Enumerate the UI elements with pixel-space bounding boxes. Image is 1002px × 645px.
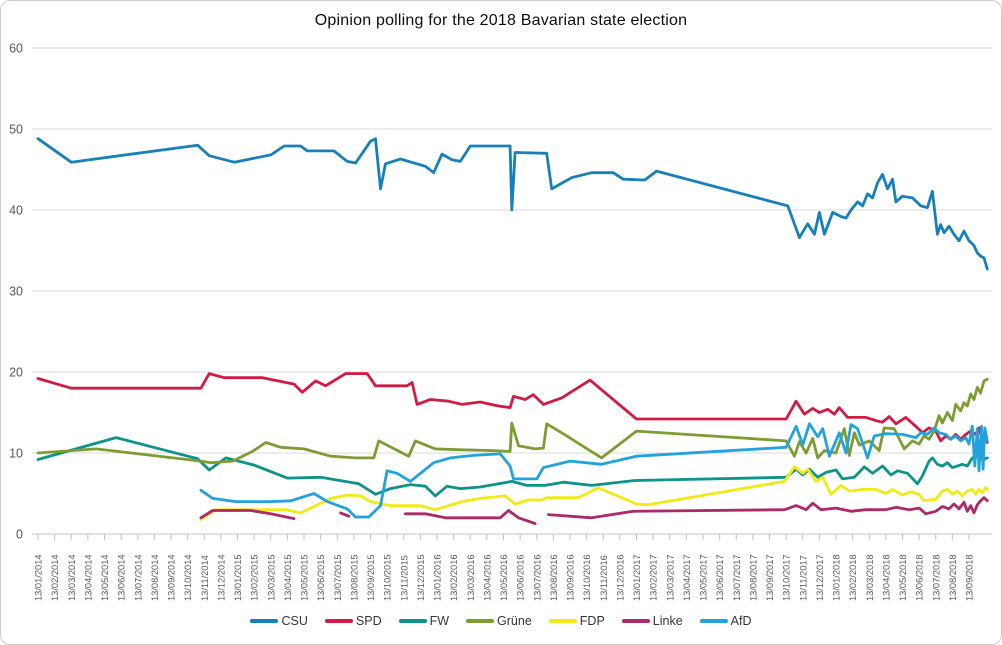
x-axis-tick-label: 13/08/2018	[948, 554, 958, 601]
y-axis-tick-label: 0	[16, 528, 23, 542]
x-axis-tick-label: 13/12/2017	[815, 554, 825, 601]
x-axis-tick-label: 13/02/2015	[250, 554, 260, 601]
x-axis-tick-label: 13/12/2016	[615, 554, 625, 601]
legend-swatch-CSU	[250, 619, 279, 623]
legend-label-SPD: SPD	[355, 614, 382, 628]
legend-label-Linke: Linke	[652, 614, 683, 628]
x-axis-tick-label: 13/11/2015	[399, 555, 409, 601]
x-axis-tick-label: 13/09/2016	[566, 554, 576, 601]
chart-legend: CSU SPD FW Grüne FDP Linke AfD	[1, 614, 1001, 628]
x-axis-tick-label: 13/01/2015	[233, 554, 243, 601]
x-axis-tick-label: 13/04/2014	[83, 554, 93, 601]
x-axis-tick-label: 13/03/2018	[865, 554, 875, 601]
chart-title: Opinion polling for the 2018 Bavarian st…	[314, 12, 688, 29]
legend-swatch-AfD	[699, 619, 728, 623]
x-axis-tick-label: 13/07/2017	[732, 554, 742, 601]
x-axis-tick-label: 13/07/2018	[931, 554, 941, 601]
y-axis-tick-label: 10	[9, 447, 23, 461]
x-axis-tick-label: 13/01/2018	[832, 554, 842, 601]
legend-item-AfD: AfD	[699, 614, 752, 628]
series-line-Linke	[403, 509, 537, 525]
x-axis-tick-label: 13/01/2014	[34, 554, 44, 601]
x-axis-tick-label: 13/11/2016	[599, 555, 609, 601]
legend-label-FW: FW	[429, 614, 450, 628]
x-axis-tick-label: 13/03/2016	[466, 554, 476, 601]
x-axis-tick-label: 13/06/2014	[117, 554, 127, 601]
x-axis-tick-label: 13/10/2016	[582, 554, 592, 601]
y-axis-tick-label: 30	[9, 285, 23, 299]
series-line-Linke	[547, 496, 989, 520]
x-axis-tick-label: 13/08/2017	[748, 554, 758, 601]
y-axis-tick-label: 20	[9, 366, 23, 380]
x-axis-tick-label: 13/04/2015	[283, 554, 293, 601]
x-axis-tick-label: 13/06/2017	[715, 554, 725, 601]
legend-swatch-Linke	[621, 619, 650, 623]
x-axis-tick-label: 13/10/2017	[782, 554, 792, 601]
x-axis-tick-label: 13/09/2015	[366, 554, 376, 601]
x-axis-tick-label: 13/12/2014	[216, 554, 226, 601]
x-axis-tick-label: 13/03/2015	[266, 554, 276, 601]
x-axis-tick-label: 13/05/2016	[499, 554, 509, 601]
x-axis-tick-label: 13/05/2017	[699, 554, 709, 601]
legend-item-FW: FW	[398, 614, 450, 628]
series-line-CSU	[36, 137, 989, 271]
legend-item-CSU: CSU	[250, 614, 308, 628]
legend-item-Linke: Linke	[621, 614, 683, 628]
x-axis-tick-label: 13/11/2017	[798, 555, 808, 601]
series-line-FDP	[199, 465, 989, 521]
x-axis-tick-label: 13/06/2015	[316, 554, 326, 601]
legend-swatch-FW	[398, 619, 427, 623]
x-axis-tick-label: 13/09/2018	[965, 554, 975, 601]
y-axis-tick-label: 50	[9, 123, 23, 137]
x-axis-tick-label: 13/10/2014	[183, 554, 193, 601]
x-axis-tick-label: 13/04/2017	[682, 554, 692, 601]
x-axis-tick-label: 13/09/2014	[167, 554, 177, 601]
x-axis-tick-label: 13/05/2014	[100, 554, 110, 601]
series-line-Grüne	[36, 377, 989, 465]
series-line-AfD	[199, 422, 989, 519]
y-axis-tick-label: 40	[9, 204, 23, 218]
x-axis-tick-label: 13/05/2018	[898, 554, 908, 601]
legend-swatch-SPD	[324, 619, 353, 623]
x-axis-tick-label: 13/10/2015	[383, 554, 393, 601]
legend-item-SPD: SPD	[324, 614, 382, 628]
x-axis-tick-label: 13/01/2016	[433, 554, 443, 601]
legend-swatch-FDP	[548, 619, 577, 623]
legend-swatch-Grüne	[466, 619, 495, 623]
x-axis-tick-label: 13/03/2017	[665, 554, 675, 601]
x-axis-tick-label: 13/02/2018	[848, 554, 858, 601]
x-axis-tick-label: 13/02/2017	[649, 554, 659, 601]
x-axis-tick-label: 13/02/2014	[50, 554, 60, 601]
x-axis-tick-label: 13/03/2014	[67, 554, 77, 601]
x-axis-tick-label: 13/08/2016	[549, 554, 559, 601]
x-axis-tick-label: 13/05/2015	[300, 554, 310, 601]
y-axis-tick-label: 60	[9, 42, 23, 56]
legend-label-CSU: CSU	[281, 614, 308, 628]
x-axis-tick-label: 13/06/2016	[516, 554, 526, 601]
x-axis-tick-label: 13/09/2017	[765, 554, 775, 601]
series-line-Linke	[199, 509, 296, 520]
x-axis-tick-label: 13/11/2014	[200, 555, 210, 601]
legend-label-Grüne: Grüne	[497, 614, 532, 628]
x-axis-tick-label: 13/02/2016	[449, 554, 459, 601]
x-axis-tick-label: 13/08/2015	[349, 554, 359, 601]
x-axis-tick-label: 13/06/2018	[915, 554, 925, 601]
x-axis-tick-label: 13/04/2018	[881, 554, 891, 601]
x-axis-tick-label: 13/01/2017	[632, 554, 642, 601]
series-line-Linke	[339, 511, 351, 518]
legend-label-AfD: AfD	[730, 614, 752, 628]
x-axis-tick-label: 13/07/2014	[133, 554, 143, 601]
legend-item-FDP: FDP	[548, 614, 605, 628]
legend-item-Grüne: Grüne	[466, 614, 532, 628]
x-axis-tick-label: 13/07/2016	[532, 554, 542, 601]
x-axis-tick-label: 13/12/2015	[416, 554, 426, 601]
x-axis-tick-label: 13/08/2014	[150, 554, 160, 601]
x-axis-tick-label: 13/04/2016	[482, 554, 492, 601]
legend-label-FDP: FDP	[579, 614, 605, 628]
x-axis-tick-label: 13/07/2015	[333, 554, 343, 601]
